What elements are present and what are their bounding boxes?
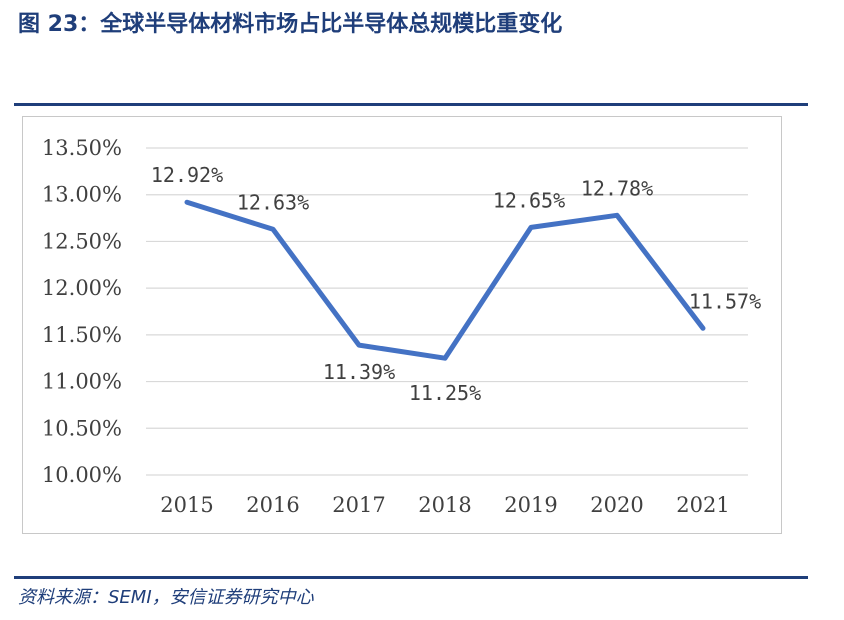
source-divider xyxy=(14,576,808,579)
data-label: 12.63% xyxy=(237,190,309,214)
x-tick-label: 2019 xyxy=(504,493,557,517)
x-tick-label: 2017 xyxy=(332,493,385,517)
data-label: 12.65% xyxy=(493,188,565,212)
x-tick-label: 2016 xyxy=(246,493,299,517)
y-tick-label: 10.00% xyxy=(42,463,122,487)
data-label: 11.25% xyxy=(409,381,481,405)
figure-title: 图 23：全球半导体材料市场占比半导体总规模比重变化 xyxy=(18,12,563,37)
x-axis-ticks: 2015 2016 2017 2018 2019 2020 2021 xyxy=(160,493,729,517)
y-axis-ticks: 10.00% 10.50% 11.00% 11.50% 12.00% 12.50% 13.0… xyxy=(42,136,122,487)
x-tick-label: 2020 xyxy=(590,493,643,517)
gridlines xyxy=(146,147,748,476)
data-labels: 12.92% 12.63% 11.39% 11.25% 12.65% 12.78% 11.5… xyxy=(151,163,761,405)
y-tick-label: 12.00% xyxy=(42,276,122,300)
y-tick-label: 11.50% xyxy=(42,323,122,347)
x-tick-label: 2018 xyxy=(418,493,471,517)
title-divider xyxy=(14,103,808,106)
y-tick-label: 10.50% xyxy=(42,416,122,440)
x-tick-label: 2021 xyxy=(676,493,729,517)
x-tick-label: 2015 xyxy=(160,493,213,517)
y-tick-label: 13.00% xyxy=(42,183,122,207)
data-label: 11.39% xyxy=(323,360,395,384)
data-label: 12.78% xyxy=(581,176,653,200)
source-note: 资料来源：SEMI，安信证券研究中心 xyxy=(18,587,314,608)
data-label: 12.92% xyxy=(151,163,223,187)
y-tick-label: 11.00% xyxy=(42,370,122,394)
chart-frame xyxy=(22,116,782,534)
data-label: 11.57% xyxy=(689,289,761,313)
y-tick-label: 12.50% xyxy=(42,229,122,253)
y-tick-label: 13.50% xyxy=(42,136,122,160)
